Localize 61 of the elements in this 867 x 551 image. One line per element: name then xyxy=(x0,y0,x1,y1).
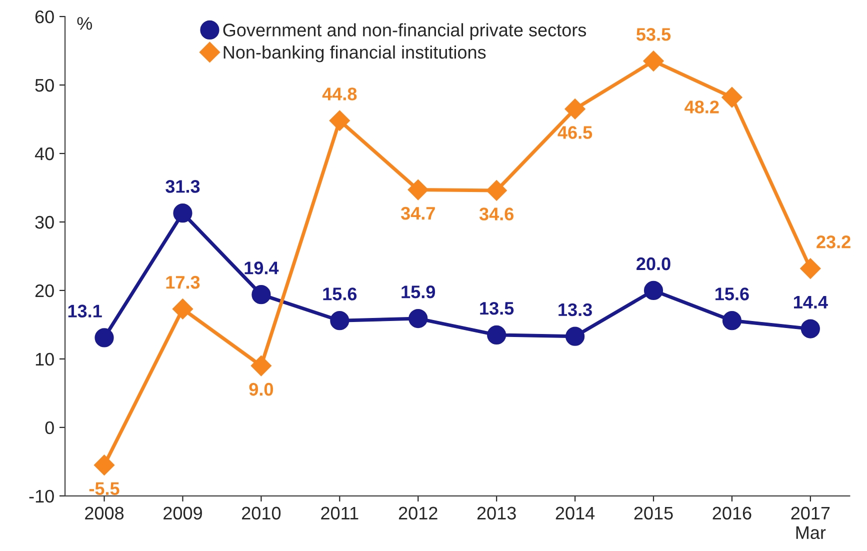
legend-label: Non-banking financial institutions xyxy=(224,45,486,62)
data-label: 13.1 xyxy=(68,304,102,318)
x-tick-label: 2011 xyxy=(321,506,358,520)
y-axis-title: % xyxy=(77,17,92,30)
x-tick-label: 2009 xyxy=(164,506,202,520)
x-tick-label: 2014 xyxy=(556,506,595,520)
point xyxy=(408,179,428,200)
data-label: 15.6 xyxy=(323,288,357,300)
x-tick-label: 2008 xyxy=(85,506,124,520)
y-tick-label: 40 xyxy=(34,147,54,160)
point xyxy=(173,204,192,223)
data-label: 31.3 xyxy=(166,180,200,193)
data-label: 13.3 xyxy=(558,303,592,316)
x-tick-label: 2017 Mar xyxy=(791,506,830,540)
point xyxy=(408,308,428,328)
point xyxy=(172,298,194,320)
point xyxy=(565,326,585,346)
point xyxy=(94,454,115,476)
point xyxy=(722,86,742,108)
data-label: 23.2 xyxy=(816,236,850,248)
data-label: 15.9 xyxy=(402,286,436,298)
point xyxy=(94,328,114,348)
x-tick-label: 2016 xyxy=(712,506,752,520)
data-label: 20.0 xyxy=(636,257,670,270)
point xyxy=(722,311,742,330)
data-label: 34.7 xyxy=(400,206,435,220)
y-tick-label: 50 xyxy=(35,78,54,92)
y-tick-label: -10 xyxy=(29,490,54,503)
y-tick-label: 0 xyxy=(45,421,54,434)
point xyxy=(487,325,506,345)
y-tick-label: 60 xyxy=(35,10,54,24)
point xyxy=(250,355,272,376)
data-label: 9.0 xyxy=(249,382,273,396)
point xyxy=(564,98,586,120)
point xyxy=(330,311,350,330)
data-label: 19.4 xyxy=(244,262,279,274)
y-tick-label: 20 xyxy=(35,284,54,298)
data-label: -5.5 xyxy=(89,482,120,496)
point xyxy=(643,50,664,72)
point xyxy=(329,110,350,131)
y-tick-label: 10 xyxy=(36,352,54,366)
data-label: 34.6 xyxy=(479,208,514,220)
x-tick-label: 2012 xyxy=(398,506,438,520)
data-label: 46.5 xyxy=(558,126,592,139)
data-label: 14.4 xyxy=(794,296,828,308)
data-label: 13.5 xyxy=(480,302,514,315)
data-label: 53.5 xyxy=(636,28,671,41)
data-label: 44.8 xyxy=(322,88,357,100)
point xyxy=(800,258,821,279)
point xyxy=(644,280,664,300)
y-tick-label: 30 xyxy=(35,216,54,229)
x-tick-label: 2013 xyxy=(477,506,516,520)
data-label: 17.3 xyxy=(166,276,200,289)
x-tick-label: 2015 xyxy=(634,506,673,520)
legend-label: Government and non-financial private sectors xyxy=(223,23,586,40)
point xyxy=(486,180,507,201)
point xyxy=(252,285,271,304)
data-label: 15.6 xyxy=(716,288,749,300)
point xyxy=(800,319,820,338)
data-label: 48.2 xyxy=(684,100,719,114)
x-tick-label: 2010 xyxy=(242,506,281,520)
